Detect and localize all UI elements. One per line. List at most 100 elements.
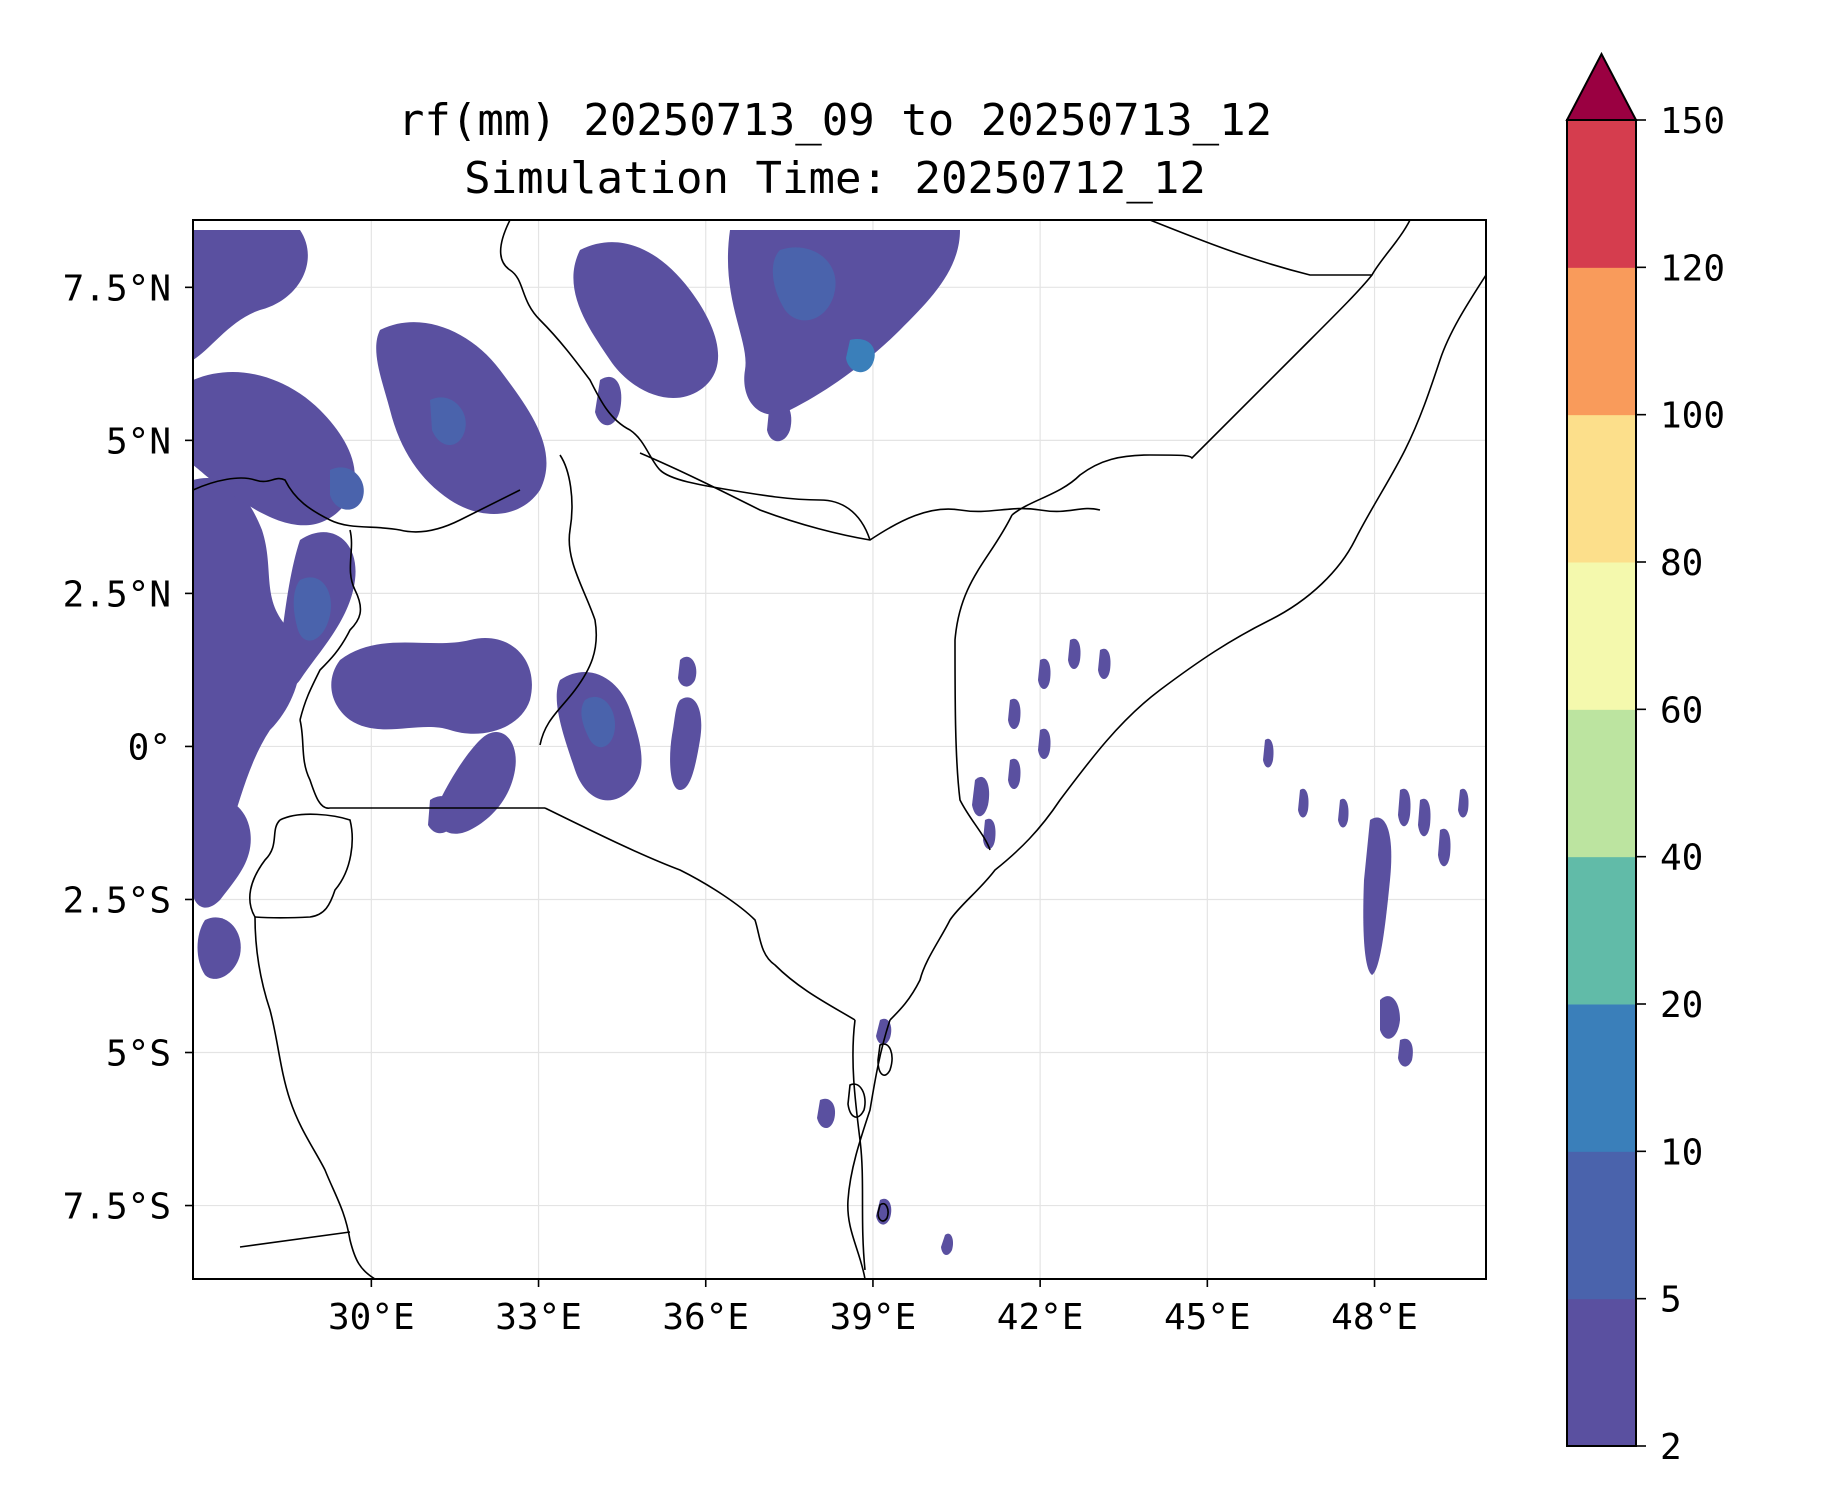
lat-tick-label: 5°N <box>106 421 171 462</box>
rain-area-ethiopia-streak-2 <box>767 399 792 442</box>
colorbar-segment <box>1567 120 1636 268</box>
colorbar-frame <box>1566 119 1637 1447</box>
rain-area-tanzania-coast-4 <box>941 1233 954 1256</box>
colorbar-tick-label: 5 <box>1660 1280 1682 1321</box>
rain-area-somalia-offshore-5 <box>1380 996 1400 1039</box>
colorbar-tick-label: 40 <box>1660 838 1703 879</box>
border-ethiopia-kenya <box>639 452 1101 541</box>
lon-tick-label: 30°E <box>328 1297 415 1338</box>
rain-area-somalia-offshore-8 <box>1338 798 1349 828</box>
rain-area-coast-5 <box>1008 758 1021 789</box>
rain-area-uganda-central <box>331 638 532 734</box>
rainfall-field <box>193 230 1469 1256</box>
border-burundi-tanzania <box>249 819 281 918</box>
rain-area-somalia-offshore-10 <box>1263 738 1274 768</box>
colorbar-segment <box>1567 709 1636 858</box>
island-zanzibar <box>877 1043 893 1076</box>
border-ethiopia-djibouti <box>1149 220 1372 276</box>
colorbar-segment <box>1567 1298 1636 1447</box>
rain-area-somalia-offshore-6 <box>1398 1038 1413 1067</box>
rain-area-coast-1 <box>1008 698 1021 729</box>
colorbar-tick-label: 150 <box>1660 101 1725 142</box>
colorbar-tick-label: 80 <box>1660 543 1703 584</box>
rain-area-drc-west <box>193 478 301 900</box>
lon-tick-label: 39°E <box>830 1297 917 1338</box>
rain-area-ethiopia-blue <box>846 339 875 373</box>
rain-area-somalia-offshore-2 <box>1398 788 1411 827</box>
colorbar-segment <box>1567 414 1636 563</box>
colorbar-segment <box>1567 1151 1636 1300</box>
border-zambia-tanzania <box>239 1231 351 1248</box>
rain-area-rwanda <box>197 917 241 979</box>
rain-area-south-sudan-west <box>193 230 308 360</box>
rain-area-albertine <box>293 577 331 641</box>
rain-area-somalia-offshore-4 <box>1438 828 1451 867</box>
title-line-1: rf(mm) 20250713_09 to 20250713_12 <box>398 95 1272 146</box>
border-uganda-drc <box>299 529 362 721</box>
rain-area-ethiopia-streak-1 <box>595 376 622 426</box>
map-frame <box>192 219 1487 1280</box>
colorbar-tick-label: 100 <box>1660 396 1725 437</box>
rain-area-kenya-central <box>670 697 702 790</box>
lat-tick-label: 5°S <box>106 1034 171 1075</box>
colorbar-tick-label: 20 <box>1660 985 1703 1026</box>
lat-tick-label: 0° <box>128 727 171 768</box>
lat-tick-label: 7.5°S <box>63 1187 171 1228</box>
rain-area-drc-south <box>193 796 251 908</box>
colorbar: 2 5 10 20 40 60 80 100 120 150 <box>1565 51 1725 1468</box>
border-south-sudan-drc <box>193 477 521 533</box>
rain-area-tanzania-coast-1 <box>817 1098 836 1129</box>
lon-tick-label: 33°E <box>495 1297 582 1338</box>
lon-tick-label: 36°E <box>662 1297 749 1338</box>
border-rwanda-burundi <box>254 813 353 919</box>
colorbar-segment <box>1567 1004 1636 1152</box>
rain-area-kenya-west-core <box>581 696 615 748</box>
island-mafia <box>877 1202 889 1222</box>
rain-area-ethiopia-west <box>573 242 719 399</box>
lat-tick-label: 7.5°N <box>63 268 171 309</box>
rain-area-somalia-offshore-3 <box>1418 798 1431 837</box>
rain-area-lamu-coast <box>972 776 990 817</box>
rain-area-ethiopia-highlands-core <box>772 247 836 321</box>
colorbar-segment <box>1567 856 1636 1005</box>
rain-area-mt-kenya <box>678 656 697 687</box>
lon-tick-label: 45°E <box>1164 1297 1251 1338</box>
colorbar-tick-label: 10 <box>1660 1132 1703 1173</box>
colorbar-extend-arrow <box>1565 51 1638 121</box>
rain-area-somalia-offshore-1 <box>1363 817 1392 975</box>
lon-tick-label: 42°E <box>997 1297 1084 1338</box>
rain-area-coast-4 <box>1098 648 1111 679</box>
island-pemba <box>847 1083 866 1118</box>
rain-area-lake-victoria-south <box>428 796 456 834</box>
rain-area-coast-6 <box>1038 728 1051 759</box>
border-lake-victoria-north <box>299 719 545 809</box>
border-kenya-tanzania <box>544 807 856 1021</box>
longitude-ticks: 30°E 33°E 36°E 39°E 42°E 45°E 48°E <box>328 1279 1418 1338</box>
lon-tick-label: 48°E <box>1331 1297 1418 1338</box>
map-panel: 30°E 33°E 36°E 39°E 42°E 45°E 48°E 7.5°N 5°N 2.5… <box>63 219 1487 1338</box>
country-borders <box>193 220 1486 1279</box>
colorbar-segment <box>1567 267 1636 416</box>
border-sudan-south-sudan <box>499 220 661 471</box>
border-south-sudan-ethiopia <box>659 469 871 541</box>
rain-area-south-sudan <box>193 371 355 526</box>
lat-tick-label: 2.5°S <box>63 880 171 921</box>
title-line-2: Simulation Time: 20250712_12 <box>464 153 1206 204</box>
colorbar-tick-label: 120 <box>1660 248 1725 289</box>
rain-area-somalia-offshore-9 <box>1458 788 1469 818</box>
rain-area-coast-2 <box>1038 658 1051 689</box>
rain-area-south-sudan-core <box>330 467 364 510</box>
colorbar-tick-label: 2 <box>1660 1427 1682 1468</box>
rain-area-coast-3 <box>1068 638 1081 669</box>
lat-tick-label: 2.5°N <box>63 574 171 615</box>
coastline-somalia <box>889 274 1486 1021</box>
colorbar-tick-label: 60 <box>1660 690 1703 731</box>
latitude-ticks: 7.5°N 5°N 2.5°N 0° 2.5°S 5°S 7.5°S <box>63 268 193 1228</box>
border-kenya-somalia <box>954 514 1013 851</box>
colorbar-segment <box>1567 562 1636 710</box>
rain-area-coast-7 <box>983 818 996 849</box>
border-uganda-kenya <box>539 454 598 746</box>
rain-area-south-sudan-east-core <box>430 397 466 445</box>
